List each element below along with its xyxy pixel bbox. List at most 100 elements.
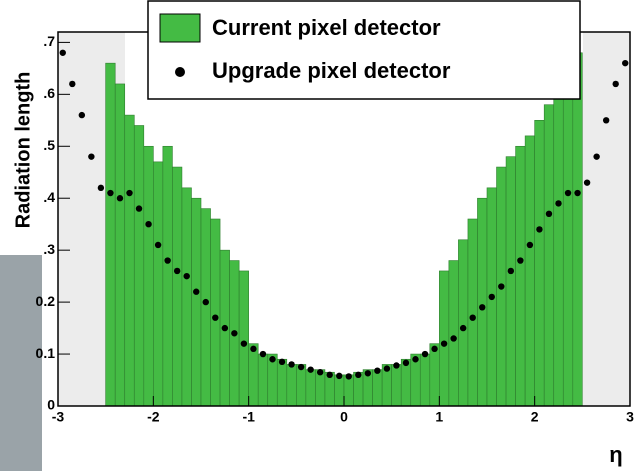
scatter-point	[459, 324, 467, 332]
histogram-bar	[334, 374, 345, 407]
scatter-point	[383, 365, 391, 372]
histogram-bar	[124, 114, 135, 407]
scatter-point	[316, 369, 324, 376]
y-tick-label: 0	[47, 397, 55, 413]
scatter-point	[593, 153, 600, 160]
scatter-point	[536, 226, 543, 233]
scatter-point	[440, 340, 448, 347]
scatter-point	[431, 345, 438, 353]
histogram-bar	[296, 364, 307, 407]
scatter-point	[355, 371, 362, 379]
scatter-point	[574, 189, 581, 197]
scatter-point	[97, 184, 105, 192]
scatter-point	[555, 200, 562, 207]
scatter-point	[545, 210, 553, 218]
scatter-point	[250, 345, 257, 353]
legend-label: Current pixel detector	[212, 15, 441, 40]
histogram-bar	[172, 166, 183, 407]
histogram-bar	[477, 197, 488, 407]
scatter-point	[183, 272, 190, 280]
x-axis-label: η	[609, 442, 622, 467]
scatter-point	[126, 189, 133, 197]
scatter-point	[402, 359, 410, 367]
scatter-point	[297, 363, 305, 371]
histogram-bar	[534, 120, 545, 407]
scatter-point	[583, 179, 591, 186]
legend-label: Upgrade pixel detector	[212, 58, 451, 83]
histogram-bar	[305, 369, 316, 407]
scatter-point	[526, 241, 534, 249]
scatter-point	[612, 80, 619, 88]
scatter-point	[202, 298, 209, 306]
histogram-bar	[162, 145, 173, 407]
histogram-bar	[562, 62, 574, 407]
scatter-point	[602, 117, 610, 124]
scatter-point	[479, 304, 486, 311]
histogram-bar	[181, 187, 192, 407]
scatter-point	[336, 372, 343, 380]
x-tick-label: -1	[242, 409, 255, 425]
scatter-point	[145, 220, 152, 228]
histogram-bar	[133, 125, 145, 407]
x-tick-label: 0	[340, 409, 348, 425]
scatter-point	[193, 288, 200, 295]
x-tick-label: 2	[531, 409, 539, 425]
scatter-point	[498, 283, 505, 290]
y-tick-label: .7	[43, 33, 55, 49]
histogram-bar	[372, 369, 383, 407]
histogram-bar	[391, 364, 402, 407]
legend-swatch	[159, 13, 201, 43]
scatter-point	[173, 267, 181, 275]
scatter-point	[59, 49, 66, 56]
scatter-point	[450, 335, 457, 342]
outer-region-right	[583, 32, 630, 406]
histogram-bar	[543, 104, 555, 407]
scatter-point	[364, 370, 372, 377]
histogram-bar	[238, 270, 249, 407]
scatter-point	[88, 153, 95, 160]
scatter-point	[269, 356, 276, 363]
histogram-bar	[143, 145, 154, 407]
y-axis-label: Radiation length	[12, 72, 34, 229]
scatter-point	[622, 59, 629, 67]
scatter-point	[78, 111, 86, 119]
x-tick-label: -2	[147, 409, 160, 425]
scatter-point	[421, 350, 429, 358]
histogram-bar	[191, 197, 202, 407]
scatter-point	[221, 324, 229, 332]
scatter-point	[278, 358, 286, 366]
scatter-point	[154, 241, 162, 249]
scatter-point	[288, 361, 295, 368]
histogram-bar	[400, 358, 412, 407]
scatter-point	[412, 356, 419, 363]
histogram-bar	[105, 62, 116, 407]
histogram-bar	[248, 343, 259, 407]
histogram-bar	[257, 353, 269, 407]
scatter-point	[393, 362, 400, 369]
scatter-point	[507, 267, 515, 275]
legend-box	[147, 0, 581, 100]
scatter-point	[469, 314, 476, 321]
scatter-point	[345, 373, 352, 380]
scatter-point	[116, 195, 124, 202]
scatter-point	[488, 293, 495, 301]
scatter-point	[164, 257, 171, 264]
histogram-bar	[572, 52, 583, 407]
histogram-bar	[505, 156, 516, 407]
scatter-point	[107, 189, 114, 197]
scatter-point	[517, 257, 524, 264]
scatter-point	[212, 314, 219, 321]
x-tick-label: 1	[435, 409, 443, 425]
y-tick-label: 0.2	[36, 293, 56, 309]
x-tick-label: 3	[626, 409, 634, 425]
scatter-point	[307, 366, 314, 373]
scatter-point	[259, 350, 267, 358]
scatter-point	[135, 205, 143, 212]
histogram-bar	[276, 358, 288, 407]
legend: Current pixel detector Upgrade pixel det…	[147, 0, 581, 100]
y-tick-label: .3	[43, 241, 55, 257]
histogram-bar	[286, 364, 297, 407]
scatter-point	[240, 340, 248, 347]
histogram-bar	[429, 343, 440, 407]
